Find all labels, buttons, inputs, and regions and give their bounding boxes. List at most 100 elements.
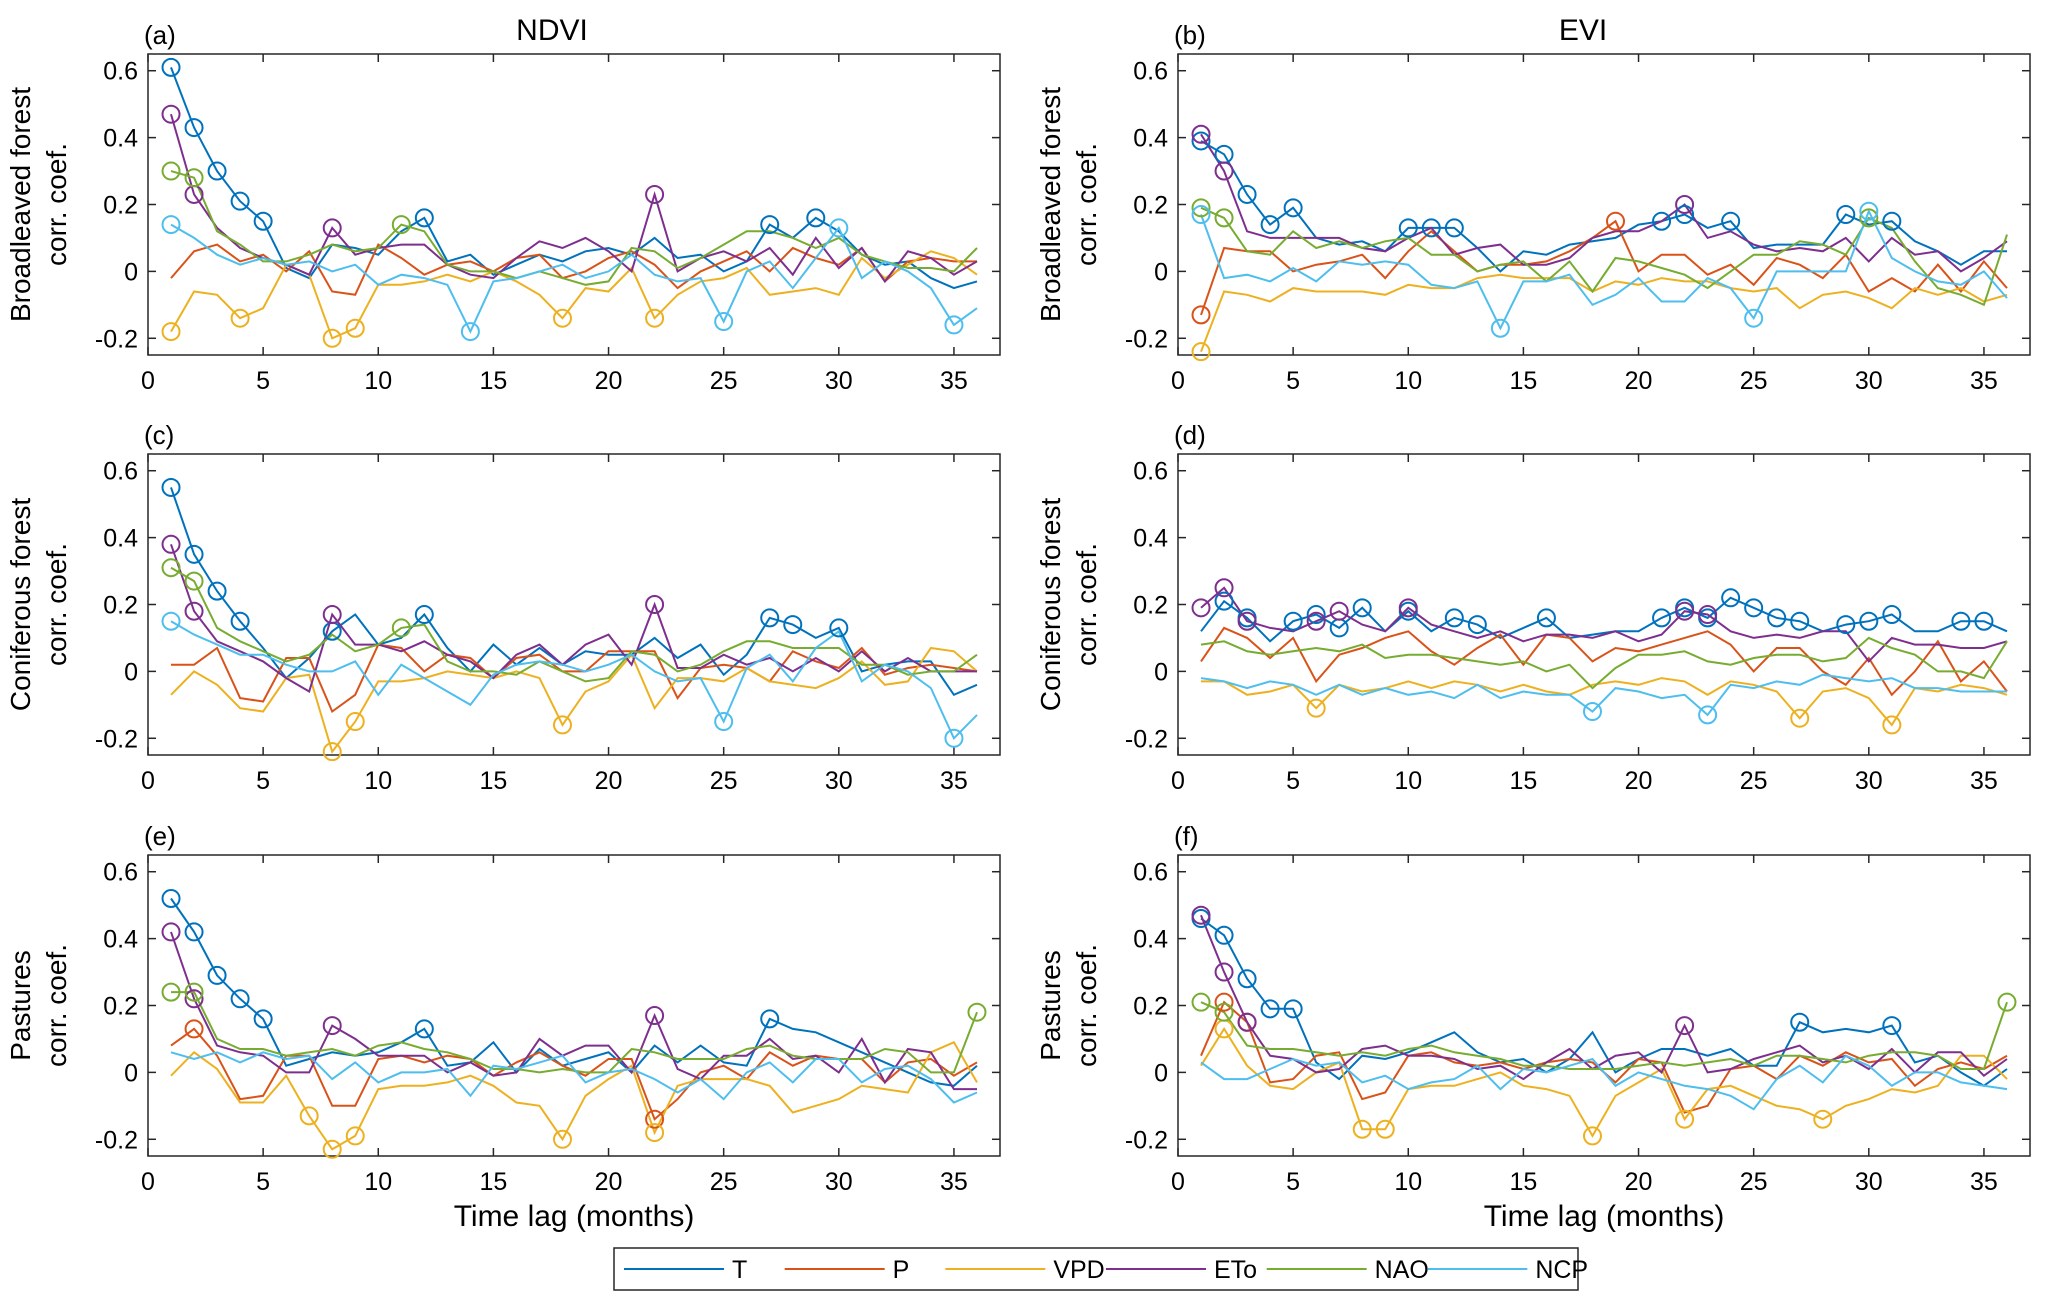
significant-marker-ncp (714, 312, 734, 332)
significant-marker-eto (184, 601, 204, 621)
y-tick-label: 0.2 (1133, 192, 1168, 220)
significant-marker-nao (1214, 1002, 1234, 1022)
significant-marker-vpd (1790, 708, 1810, 728)
significant-marker-t (1652, 608, 1672, 628)
y-tick-label: 0.4 (1133, 125, 1168, 153)
significant-marker-t (230, 191, 250, 211)
x-tick-label: 20 (1625, 767, 1653, 795)
x-tick-label: 30 (825, 367, 853, 395)
significant-marker-ncp (944, 728, 964, 748)
y-tick-label: 0 (1154, 658, 1168, 686)
significant-marker-t (414, 1019, 434, 1039)
significant-marker-t (1283, 999, 1303, 1019)
significant-marker-vpd (345, 318, 365, 338)
x-tick-label: 5 (1286, 1168, 1300, 1196)
significant-marker-t (806, 208, 826, 228)
panel-label: (b) (1174, 20, 1206, 50)
significant-marker-t (1882, 1016, 1902, 1036)
series-line-vpd (1200, 273, 2008, 353)
column-title-ndvi: NDVI (516, 14, 588, 47)
x-tick-label: 0 (141, 367, 155, 395)
series-line-p (1200, 219, 2008, 316)
significant-marker-ncp (829, 218, 849, 238)
significant-marker-eto (1398, 598, 1418, 618)
y-tick-label: 0.6 (103, 458, 138, 486)
series-line-nao (170, 170, 978, 286)
significant-marker-ncp (1490, 318, 1510, 338)
x-tick-label: 5 (1286, 367, 1300, 395)
series-line-vpd (1200, 1027, 2008, 1138)
x-tick-label: 5 (256, 367, 270, 395)
significant-marker-vpd (230, 308, 250, 328)
y-axis-label: corr. coef. (41, 944, 72, 1067)
panel-label: (e) (144, 821, 176, 851)
y-tick-label: 0.2 (103, 993, 138, 1021)
significant-marker-t (1352, 598, 1372, 618)
significant-marker-t (207, 965, 227, 985)
y-tick-label: 0.6 (1133, 458, 1168, 486)
significant-marker-vpd (299, 1106, 319, 1126)
significant-marker-vpd (645, 1123, 665, 1143)
y-tick-label: -0.2 (95, 725, 138, 753)
significant-marker-p (645, 1109, 665, 1129)
series-line-t (170, 897, 978, 1087)
significant-marker-eto (1675, 1016, 1695, 1036)
significant-marker-t (230, 989, 250, 1009)
x-tick-label: 5 (256, 1168, 270, 1196)
significant-marker-t (1790, 1012, 1810, 1032)
y-tick-label: -0.2 (1125, 325, 1168, 353)
x-tick-label: 35 (940, 1168, 968, 1196)
x-tick-label: 0 (141, 1168, 155, 1196)
significant-marker-t (783, 615, 803, 635)
significant-marker-t (1214, 591, 1234, 611)
significant-marker-t (1444, 218, 1464, 238)
y-tick-label: 0 (124, 1059, 138, 1087)
y-axis-label: corr. coef. (41, 543, 72, 666)
y-tick-label: -0.2 (95, 1126, 138, 1154)
y-axis-label: Coniferous forest (5, 498, 36, 711)
significant-marker-t (760, 608, 780, 628)
y-tick-label: 0 (124, 258, 138, 286)
x-tick-label: 10 (1394, 367, 1422, 395)
significant-marker-t (207, 581, 227, 601)
significant-marker-t (1951, 611, 1971, 631)
x-tick-label: 0 (1171, 767, 1185, 795)
significant-marker-eto (322, 218, 342, 238)
x-tick-label: 10 (364, 367, 392, 395)
legend-label-vpd: VPD (1053, 1256, 1104, 1284)
x-tick-label: 25 (710, 767, 738, 795)
significant-marker-eto (161, 922, 181, 942)
significant-marker-ncp (460, 322, 480, 342)
series-line-ncp (170, 1051, 978, 1104)
panel-c: 0 5 10 15 20 25 30 35-0.200.20.40.6(c)Coniferou… (5, 420, 1001, 795)
significant-marker-t (1859, 611, 1879, 631)
y-tick-label: 0.4 (103, 525, 138, 553)
series-line-p (1200, 626, 2008, 697)
significant-marker-t (1882, 211, 1902, 231)
significant-marker-t (414, 208, 434, 228)
significant-marker-nao (184, 571, 204, 591)
y-tick-label: 0 (124, 658, 138, 686)
series-line-ncp (170, 620, 978, 741)
y-tick-label: 0 (1154, 1059, 1168, 1087)
significant-marker-ncp (714, 712, 734, 732)
significant-marker-t (1467, 615, 1487, 635)
y-axis-label: Broadleaved forest (1035, 87, 1066, 322)
significant-marker-eto (1191, 124, 1211, 144)
significant-marker-t (829, 618, 849, 638)
y-tick-label: -0.2 (1125, 1126, 1168, 1154)
legend-label-ncp: NCP (1535, 1256, 1588, 1284)
significant-marker-t (1260, 215, 1280, 235)
significant-marker-vpd (345, 1126, 365, 1146)
y-tick-label: 0.2 (103, 192, 138, 220)
significant-marker-nao (1191, 992, 1211, 1012)
x-tick-label: 25 (710, 367, 738, 395)
x-tick-label: 30 (825, 1168, 853, 1196)
significant-marker-vpd (161, 322, 181, 342)
y-tick-label: -0.2 (1125, 725, 1168, 753)
y-axis-label: Pastures (1035, 950, 1066, 1061)
significant-marker-eto (1237, 1012, 1257, 1032)
significant-marker-eto (184, 989, 204, 1009)
panel-d: 0 5 10 15 20 25 30 35-0.200.20.40.6(d)Coniferou… (1035, 420, 2031, 795)
significant-marker-eto (1214, 962, 1234, 982)
